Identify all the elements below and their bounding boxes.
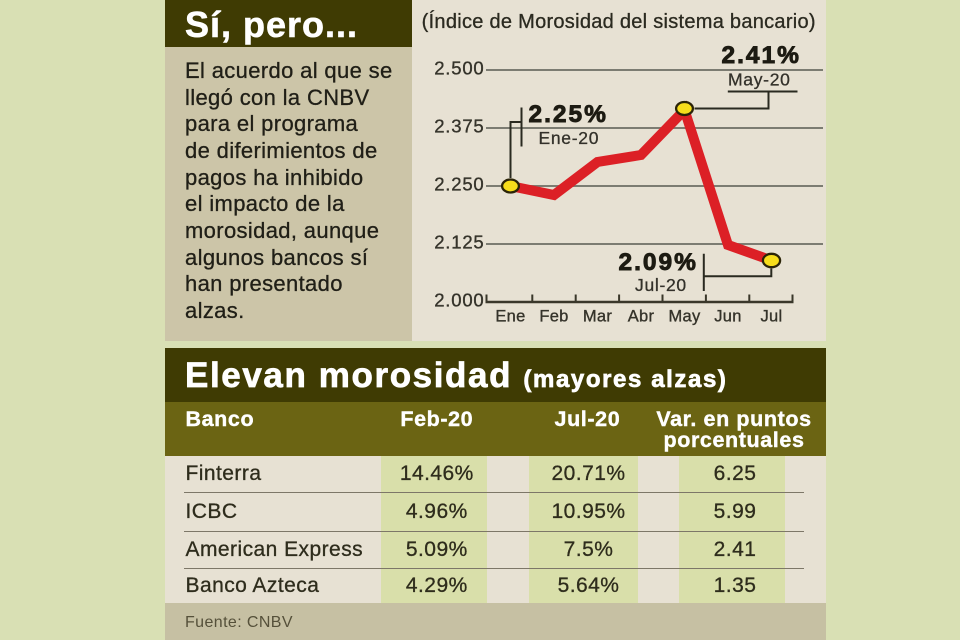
svg-text:Feb: Feb [539, 308, 568, 326]
svg-text:2.41%: 2.41% [722, 42, 801, 69]
svg-text:2.375: 2.375 [434, 116, 484, 137]
svg-text:2.500: 2.500 [434, 58, 484, 79]
svg-text:2.09%: 2.09% [619, 249, 698, 276]
svg-text:May: May [668, 308, 701, 326]
svg-text:Abr: Abr [628, 308, 655, 326]
svg-text:May-20: May-20 [728, 70, 791, 90]
svg-text:2.125: 2.125 [434, 232, 484, 253]
svg-text:2.25%: 2.25% [529, 101, 608, 128]
svg-text:2.000: 2.000 [434, 290, 484, 311]
svg-text:Mar: Mar [583, 308, 613, 326]
svg-text:2.250: 2.250 [434, 174, 484, 195]
svg-text:Ene-20: Ene-20 [539, 128, 600, 148]
svg-text:Jul-20: Jul-20 [635, 275, 687, 295]
svg-text:Jun: Jun [714, 308, 742, 326]
svg-text:Ene: Ene [495, 308, 525, 326]
svg-text:Jul: Jul [761, 308, 783, 326]
